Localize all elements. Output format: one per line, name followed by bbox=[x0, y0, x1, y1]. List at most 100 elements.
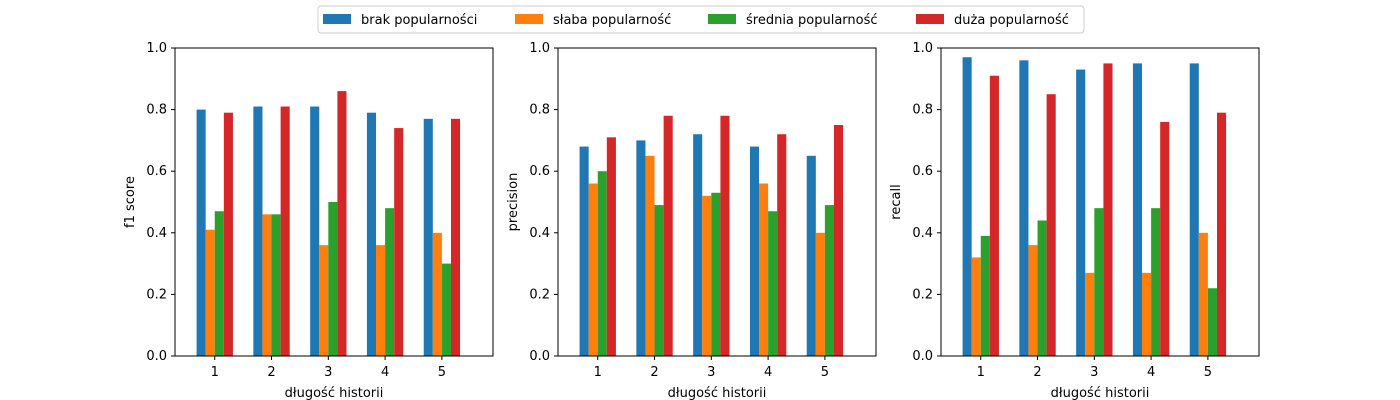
bar-precision-duza-3 bbox=[720, 115, 730, 356]
chart-panel-recall: 0.0 0.2 0.4 0.6 0.8 1.0 1 2 3 4 5 długość historii r… bbox=[889, 41, 1260, 400]
bar-recall-duza-3 bbox=[1103, 63, 1113, 357]
legend-label-srednia: średnia popularność bbox=[746, 13, 878, 28]
bar-f1-srednia-1 bbox=[214, 211, 224, 356]
x-tick-label: 3 bbox=[707, 365, 715, 380]
y-tick-label: 0.2 bbox=[529, 287, 550, 302]
bar-precision-brak-1 bbox=[579, 146, 589, 356]
y-axis-title: recall bbox=[889, 184, 904, 219]
bar-recall-srednia-4 bbox=[1151, 208, 1161, 356]
plot-frame-recall bbox=[940, 47, 1260, 357]
legend-swatch-duza bbox=[916, 14, 944, 24]
bar-f1-brak-1 bbox=[196, 109, 206, 356]
bar-f1-brak-3 bbox=[310, 106, 320, 357]
y-tick-label: 1.0 bbox=[529, 41, 550, 56]
bar-f1-duza-3 bbox=[337, 91, 347, 357]
bar-f1-brak-4 bbox=[366, 112, 377, 357]
bar-recall-brak-3 bbox=[1076, 69, 1086, 356]
bar-recall-brak-1 bbox=[962, 57, 972, 357]
y-axis-title: f1 score bbox=[123, 176, 138, 228]
y-tick-label: 1.0 bbox=[912, 41, 933, 56]
x-tick-label: 2 bbox=[1033, 365, 1041, 380]
bar-precision-srednia-3 bbox=[711, 192, 721, 356]
y-tick-label: 0.8 bbox=[912, 103, 933, 118]
bar-precision-duza-1 bbox=[606, 137, 616, 356]
x-tick-label: 3 bbox=[324, 365, 332, 380]
bar-f1-brak-2 bbox=[253, 106, 263, 357]
bar-f1-duza-1 bbox=[223, 112, 233, 357]
bar-precision-slaba-4 bbox=[759, 183, 769, 356]
chart-legend: brak popularności słaba popularność śred… bbox=[317, 5, 1085, 34]
bar-f1-slaba-4 bbox=[376, 245, 386, 356]
bar-precision-srednia-2 bbox=[654, 205, 664, 356]
x-tick-label: 4 bbox=[764, 365, 772, 380]
bar-f1-brak-5 bbox=[423, 118, 433, 356]
bar-f1-srednia-3 bbox=[328, 202, 338, 356]
y-tick-label: 0.0 bbox=[146, 349, 167, 364]
bar-precision-srednia-4 bbox=[768, 211, 778, 356]
legend-swatch-brak bbox=[323, 14, 351, 24]
plot-frame-precision bbox=[557, 47, 877, 357]
y-tick-label: 0.2 bbox=[146, 287, 167, 302]
bar-recall-slaba-2 bbox=[1028, 245, 1038, 356]
bar-recall-brak-5 bbox=[1189, 63, 1199, 357]
bar-recall-duza-1 bbox=[989, 75, 999, 356]
y-tick-label: 0.4 bbox=[912, 226, 933, 241]
y-axis-title: precision bbox=[506, 173, 521, 232]
bar-recall-slaba-5 bbox=[1198, 232, 1208, 356]
y-tick-label: 0.0 bbox=[912, 349, 933, 364]
x-tick-label: 4 bbox=[381, 365, 389, 380]
x-tick-label: 5 bbox=[821, 365, 829, 380]
bar-precision-brak-5 bbox=[806, 155, 816, 356]
x-tick-label: 1 bbox=[977, 365, 985, 380]
bar-precision-slaba-5 bbox=[815, 232, 825, 356]
x-axis-title: długość historii bbox=[668, 386, 767, 400]
y-tick-label: 0.0 bbox=[529, 349, 550, 364]
bar-f1-slaba-3 bbox=[319, 245, 329, 356]
y-tick-label: 0.4 bbox=[529, 226, 550, 241]
y-tick-label: 0.8 bbox=[529, 103, 550, 118]
bar-f1-slaba-2 bbox=[262, 214, 272, 356]
bar-f1-srednia-5 bbox=[441, 263, 451, 356]
x-tick-label: 2 bbox=[267, 365, 275, 380]
chart-panel-precision: 0.0 0.2 0.4 0.6 0.8 1.0 1 2 3 4 5 długość historii p… bbox=[506, 41, 877, 400]
bar-f1-duza-5 bbox=[450, 118, 461, 356]
y-tick-label: 1.0 bbox=[146, 41, 167, 56]
bar-recall-duza-4 bbox=[1160, 121, 1170, 356]
bar-f1-srednia-2 bbox=[271, 214, 281, 356]
legend-label-duza: duża popularność bbox=[954, 13, 1069, 28]
x-tick-label: 2 bbox=[650, 365, 658, 380]
bar-precision-brak-3 bbox=[693, 134, 703, 356]
legend-frame bbox=[317, 5, 1085, 34]
x-axis-title: długość historii bbox=[1051, 386, 1150, 400]
legend-label-brak: brak popularności bbox=[361, 13, 477, 28]
x-tick-label: 1 bbox=[594, 365, 602, 380]
bar-f1-duza-4 bbox=[394, 128, 404, 356]
y-tick-label: 0.2 bbox=[912, 287, 933, 302]
bar-recall-srednia-3 bbox=[1094, 208, 1104, 356]
bar-recall-slaba-4 bbox=[1142, 272, 1152, 356]
y-tick-label: 0.6 bbox=[912, 164, 933, 179]
legend-label-slaba: słaba popularność bbox=[553, 13, 671, 28]
plot-frame-f1 bbox=[174, 47, 494, 357]
bar-precision-srednia-1 bbox=[597, 171, 607, 356]
bar-f1-slaba-5 bbox=[432, 232, 442, 356]
bar-precision-duza-4 bbox=[777, 134, 787, 356]
bar-f1-duza-2 bbox=[280, 106, 290, 357]
x-tick-label: 3 bbox=[1090, 365, 1098, 380]
bar-f1-srednia-4 bbox=[385, 208, 395, 356]
y-tick-label: 0.8 bbox=[146, 103, 167, 118]
bar-precision-brak-2 bbox=[636, 140, 646, 356]
bar-precision-slaba-2 bbox=[645, 155, 655, 356]
bar-recall-srednia-2 bbox=[1037, 220, 1047, 356]
bar-precision-srednia-5 bbox=[824, 205, 834, 356]
x-tick-label: 1 bbox=[211, 365, 219, 380]
bar-precision-slaba-1 bbox=[588, 183, 598, 356]
bar-precision-duza-5 bbox=[833, 125, 844, 356]
bar-recall-duza-2 bbox=[1046, 94, 1056, 356]
bar-recall-srednia-5 bbox=[1207, 288, 1217, 356]
x-tick-label: 4 bbox=[1147, 365, 1155, 380]
bar-precision-slaba-3 bbox=[702, 195, 712, 356]
y-tick-label: 0.6 bbox=[146, 164, 167, 179]
bar-recall-srednia-1 bbox=[980, 235, 990, 356]
